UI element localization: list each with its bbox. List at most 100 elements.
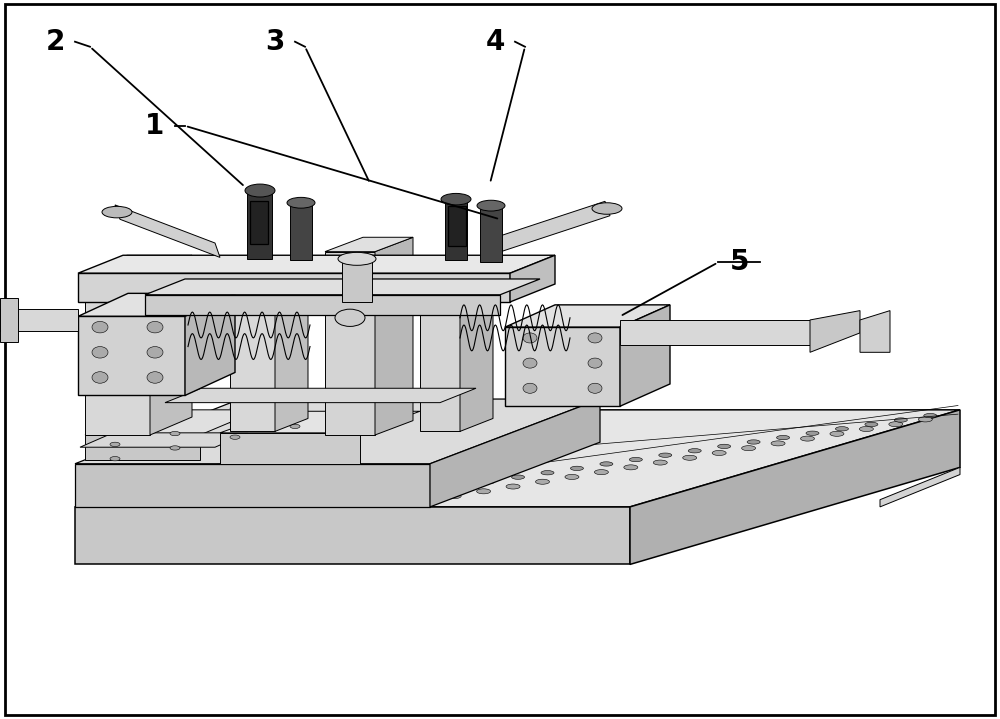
- Bar: [250, 201, 268, 244]
- Ellipse shape: [230, 435, 240, 439]
- Ellipse shape: [170, 417, 180, 421]
- Ellipse shape: [777, 436, 790, 440]
- Ellipse shape: [290, 395, 300, 400]
- Ellipse shape: [859, 426, 873, 431]
- Circle shape: [523, 358, 537, 368]
- Polygon shape: [165, 388, 476, 403]
- Polygon shape: [220, 411, 420, 433]
- Polygon shape: [0, 298, 18, 342]
- Polygon shape: [115, 205, 220, 257]
- Ellipse shape: [659, 453, 672, 457]
- Ellipse shape: [541, 470, 554, 475]
- Ellipse shape: [350, 413, 360, 418]
- Circle shape: [523, 383, 537, 393]
- Ellipse shape: [747, 440, 760, 444]
- Polygon shape: [185, 293, 235, 395]
- Polygon shape: [630, 410, 960, 564]
- Polygon shape: [510, 255, 555, 302]
- Polygon shape: [505, 305, 670, 327]
- Ellipse shape: [806, 431, 819, 436]
- Ellipse shape: [653, 460, 667, 465]
- Text: 3: 3: [265, 28, 285, 55]
- Bar: [290, 203, 312, 260]
- Ellipse shape: [110, 457, 120, 461]
- Circle shape: [588, 333, 602, 343]
- Ellipse shape: [230, 421, 240, 425]
- Polygon shape: [0, 309, 78, 331]
- Ellipse shape: [506, 484, 520, 489]
- Polygon shape: [460, 255, 493, 431]
- Polygon shape: [85, 273, 150, 435]
- Polygon shape: [78, 293, 235, 316]
- Ellipse shape: [350, 399, 360, 403]
- Bar: [448, 206, 466, 246]
- Ellipse shape: [110, 428, 120, 432]
- Polygon shape: [75, 410, 960, 507]
- Polygon shape: [325, 237, 413, 252]
- Polygon shape: [860, 311, 890, 352]
- Text: 2: 2: [45, 28, 65, 55]
- Ellipse shape: [441, 193, 471, 205]
- Polygon shape: [78, 316, 185, 395]
- Polygon shape: [620, 305, 670, 406]
- Ellipse shape: [536, 480, 550, 485]
- Polygon shape: [75, 496, 120, 507]
- Ellipse shape: [918, 417, 932, 422]
- Polygon shape: [75, 464, 430, 507]
- Circle shape: [588, 383, 602, 393]
- Circle shape: [147, 347, 163, 358]
- Polygon shape: [220, 433, 360, 464]
- Polygon shape: [810, 311, 860, 352]
- Bar: [247, 191, 272, 259]
- Ellipse shape: [889, 421, 903, 427]
- Polygon shape: [85, 410, 260, 435]
- Bar: [342, 259, 372, 302]
- Polygon shape: [80, 433, 248, 447]
- Ellipse shape: [482, 480, 495, 484]
- Polygon shape: [145, 279, 540, 295]
- Polygon shape: [85, 435, 200, 460]
- Polygon shape: [485, 201, 610, 255]
- Polygon shape: [275, 257, 308, 431]
- Circle shape: [147, 321, 163, 333]
- Ellipse shape: [600, 462, 613, 466]
- Ellipse shape: [800, 436, 814, 441]
- Polygon shape: [375, 237, 413, 435]
- Circle shape: [92, 321, 108, 333]
- Ellipse shape: [712, 450, 726, 456]
- Ellipse shape: [447, 493, 461, 499]
- Ellipse shape: [688, 449, 701, 453]
- Text: 5: 5: [730, 249, 750, 276]
- Ellipse shape: [629, 457, 642, 462]
- Ellipse shape: [230, 406, 240, 411]
- Polygon shape: [430, 399, 600, 507]
- Ellipse shape: [924, 413, 937, 418]
- Ellipse shape: [742, 446, 756, 451]
- Text: 4: 4: [485, 28, 505, 55]
- Ellipse shape: [512, 475, 525, 480]
- Circle shape: [523, 333, 537, 343]
- Polygon shape: [620, 320, 810, 345]
- Ellipse shape: [423, 488, 436, 493]
- Ellipse shape: [338, 252, 376, 265]
- Ellipse shape: [771, 441, 785, 446]
- Ellipse shape: [830, 431, 844, 436]
- Polygon shape: [145, 295, 500, 315]
- Polygon shape: [880, 467, 960, 507]
- Polygon shape: [75, 507, 630, 564]
- Circle shape: [92, 372, 108, 383]
- Ellipse shape: [477, 489, 491, 494]
- Circle shape: [588, 358, 602, 368]
- Ellipse shape: [290, 410, 300, 414]
- Ellipse shape: [570, 466, 583, 470]
- Ellipse shape: [683, 455, 697, 460]
- Polygon shape: [230, 270, 275, 431]
- Polygon shape: [75, 399, 600, 464]
- Ellipse shape: [102, 206, 132, 218]
- Bar: [445, 199, 467, 260]
- Ellipse shape: [290, 424, 300, 429]
- Ellipse shape: [453, 484, 466, 488]
- Polygon shape: [420, 267, 460, 431]
- Ellipse shape: [835, 426, 848, 431]
- Ellipse shape: [865, 422, 878, 426]
